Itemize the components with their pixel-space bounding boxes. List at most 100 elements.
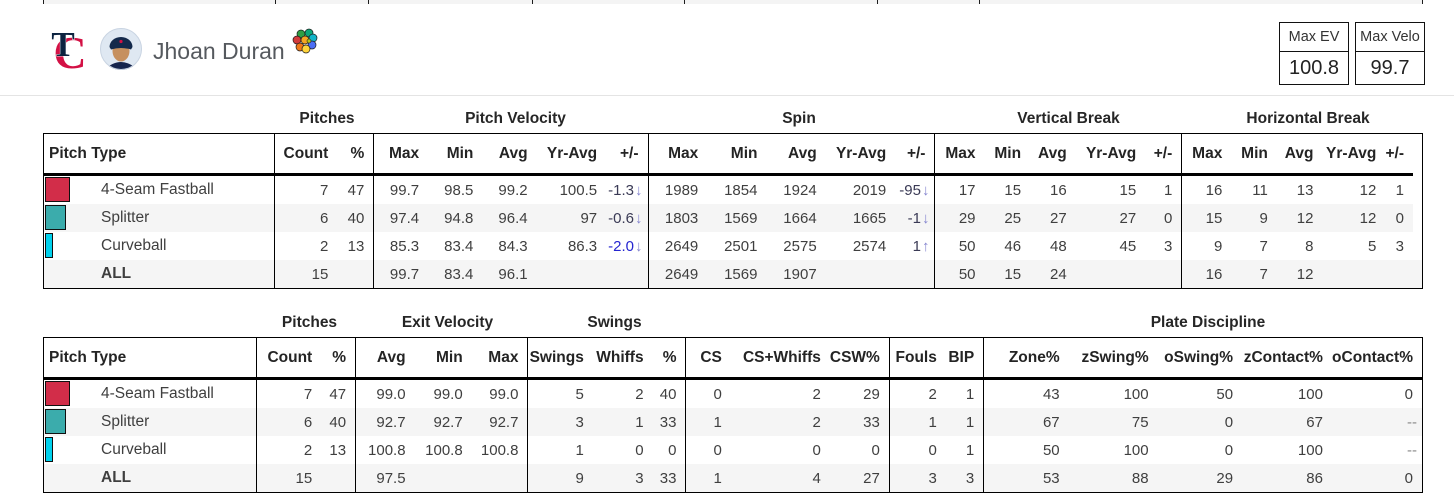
max-velo-value: 99.7 (1370, 57, 1410, 79)
column-header-csw: CSW% (829, 337, 890, 380)
player-headshot-icon (100, 27, 142, 75)
stat-value: -1 (907, 209, 921, 227)
stat-cell: 100 (1123, 441, 1149, 459)
stat-cell: 3 (1163, 237, 1173, 255)
group-spacer (898, 308, 993, 337)
column-header-zswing: zSwing% (1068, 337, 1158, 380)
stat-cell: -1.3↓ (606, 175, 648, 205)
column-header-swings: Swings (527, 337, 593, 380)
stat-cell: 99.0 (433, 385, 463, 403)
stat-cell (895, 260, 935, 289)
column-header-pitch-type: Pitch Type (43, 133, 275, 176)
column-header-row: Pitch Type Count% Max Min Avg Yr-Avg +/- Max Min… (43, 133, 1423, 176)
stat-cell (415, 464, 472, 493)
stat-cell: 2575 (783, 237, 817, 255)
stat-cell: 16 (1049, 181, 1067, 199)
column-header-fouls: Fouls (888, 337, 946, 380)
stat-cell: 45 (1119, 237, 1137, 255)
pitch-color-swatch (45, 233, 53, 258)
stat-cell: 83.4 (444, 265, 474, 283)
stat-cell: 75 (1131, 413, 1149, 431)
column-border-tick (1422, 0, 1423, 4)
column-header-yr-avg: Yr-Avg (825, 133, 896, 176)
stat-cell: 2 (274, 232, 338, 260)
stat-cell: 97.4 (373, 204, 429, 232)
group-label-pitch-velocity: Pitch Velocity (465, 110, 566, 127)
stat-cell: 40 (329, 413, 347, 431)
column-header-blank: % (652, 337, 686, 380)
stat-cell: 43 (983, 378, 1069, 408)
stat-cell: 27 (1119, 209, 1137, 227)
pitch-type-label: Curveball (101, 237, 167, 254)
up-arrow-icon: ↑ (921, 237, 930, 255)
column-header-min: Min (414, 337, 472, 380)
stat-cell: 16 (1181, 260, 1232, 289)
stat-cell: 11 (1252, 181, 1268, 199)
stat-cell: 1 (1395, 181, 1404, 199)
stat-cell: 1 (635, 413, 644, 431)
velocity-spin-break-table-section: Pitches Pitch Velocity Spin Vertical Break H… (43, 104, 1423, 289)
stat-cell: 16 (1181, 174, 1232, 204)
column-header-blank: % (337, 133, 374, 176)
stat-cell: 100.8 (355, 436, 415, 464)
stat-cell: 50 (934, 232, 985, 260)
pitch-type-cell: Curveball (44, 232, 275, 260)
stat-cell: 3 (1395, 237, 1404, 255)
pitch-row-4-seam-fastball: 4-Seam Fastball 7 47 99.0 99.0 99.0 5 2 40 0 2 29 2 1… (44, 378, 1423, 408)
stat-cell: 83.4 (444, 237, 474, 255)
pitch-type-label: ALL (101, 469, 132, 486)
column-header-avg: Avg (482, 133, 537, 176)
stat-cell: 2 (255, 436, 322, 464)
stat-cell: 8 (1305, 237, 1314, 255)
column-header-cs: CS (685, 337, 731, 380)
stat-cell: 33 (659, 413, 677, 431)
stat-cell: 2574 (852, 237, 887, 255)
stat-cell (1076, 260, 1146, 289)
column-header-zcontact: zContact% (1242, 337, 1332, 380)
stat-cell: 92.7 (433, 413, 463, 431)
exit-velocity-plate-discipline-table: Pitch Type Count% Avg Min Max Swings Whiffs% CS… (43, 337, 1423, 493)
column-header-max: Max (647, 133, 708, 176)
stat-cell: 5 (527, 378, 593, 408)
stat-value: -- (1407, 413, 1417, 431)
pitch-row-curveball: Curveball 2 13 85.3 83.4 84.3 86.3 -2.0↓ 2649 250… (44, 232, 1423, 260)
stat-cell (826, 260, 896, 289)
stat-cell: 50 (983, 436, 1069, 464)
stat-cell: 13 (329, 441, 347, 459)
pitch-type-cell: Splitter (44, 408, 257, 436)
column-header-min: Min (428, 133, 483, 176)
group-header-row: Pitches Exit Velocity Swings Plate Discipli… (43, 308, 1423, 337)
pitch-type-cell: Curveball (44, 436, 257, 464)
stat-cell: 40 (347, 209, 365, 227)
pitch-type-label: 4-Seam Fastball (101, 385, 214, 402)
group-label-swings: Swings (587, 314, 642, 331)
stat-cell: 13 (1296, 181, 1314, 199)
stat-cell: 99.7 (373, 260, 429, 289)
column-header-blank: % (321, 337, 356, 380)
pitch-type-label: Splitter (101, 413, 150, 430)
stat-cell: 33 (863, 413, 880, 431)
column-header-blank: +/- (1145, 133, 1182, 176)
stat-cell: 1665 (852, 209, 887, 227)
svg-text:T: T (51, 25, 74, 64)
column-header-avg: Avg (766, 133, 826, 176)
stat-cell: 0 (1224, 413, 1234, 431)
stat-cell: 4 (812, 469, 821, 487)
player-name: Jhoan Duran (153, 37, 285, 64)
stat-cell: 12 (1359, 209, 1377, 227)
stat-cell: 0 (1395, 209, 1404, 227)
pitch-color-swatch (45, 437, 53, 462)
stat-cell: 15 (255, 464, 322, 493)
stat-cell (321, 464, 355, 493)
stat-cell: 27 (1049, 209, 1067, 227)
column-border-tick (275, 0, 276, 4)
stat-cell: 7 (1259, 265, 1268, 283)
column-border-tick (877, 0, 878, 4)
cutoff-table-sliver (43, 0, 1423, 4)
stat-cell: 1569 (724, 209, 758, 227)
column-header-ocontact: oContact% (1331, 337, 1423, 380)
group-spacer (43, 308, 259, 337)
stat-cell: 1 (965, 441, 975, 459)
stat-cell (472, 464, 528, 493)
column-header-zone: Zone% (983, 337, 1069, 380)
